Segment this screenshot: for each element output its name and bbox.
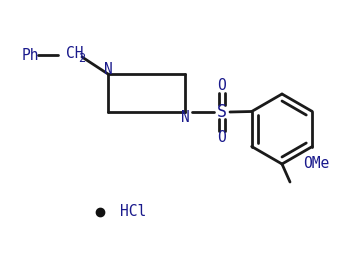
Text: O: O [218, 131, 226, 146]
Text: N: N [104, 61, 113, 77]
Text: O: O [218, 78, 226, 93]
Text: HCl: HCl [120, 205, 146, 219]
Text: 2: 2 [78, 52, 85, 65]
Text: N: N [181, 109, 189, 124]
Text: OMe: OMe [303, 156, 329, 171]
Text: S: S [217, 103, 227, 121]
Text: Ph: Ph [22, 48, 39, 62]
Text: CH: CH [66, 45, 83, 61]
